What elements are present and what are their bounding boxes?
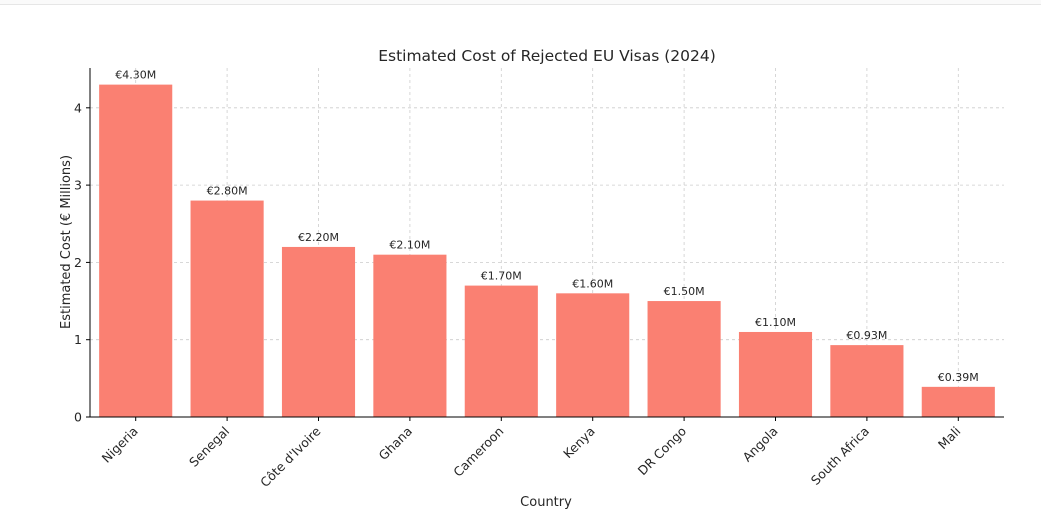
data-label: €1.70M (481, 270, 522, 283)
bar (99, 84, 173, 417)
bar (190, 200, 264, 417)
x-tick-label: Cameroon (450, 424, 506, 480)
bars (99, 84, 995, 417)
x-tick-label: South Africa (808, 424, 872, 488)
bar (373, 254, 447, 417)
y-tick-label: 1 (74, 332, 82, 347)
y-axis-label: Estimated Cost (€ Millions) (59, 155, 74, 329)
x-tick-label: Senegal (186, 424, 232, 470)
x-tick-label: Angola (739, 424, 780, 465)
data-label: €2.80M (207, 185, 248, 198)
bar (647, 301, 721, 417)
data-label: €2.10M (389, 239, 430, 252)
chart-title: Estimated Cost of Rejected EU Visas (202… (378, 47, 716, 65)
bar (830, 345, 904, 417)
data-label: €2.20M (298, 231, 339, 244)
data-label: €1.10M (755, 316, 796, 329)
x-tick-label: Nigeria (99, 424, 141, 466)
bar (464, 285, 538, 417)
top-rule (0, 0, 1041, 5)
bar (738, 331, 813, 417)
x-axis-label: Country (520, 495, 572, 510)
data-label: €4.30M (115, 69, 156, 82)
axes (86, 68, 1004, 421)
y-tick-label: 2 (74, 255, 82, 270)
data-label: €0.93M (846, 329, 887, 342)
bar (921, 386, 995, 417)
y-tick-label: 4 (74, 100, 82, 115)
y-tick-label: 0 (74, 410, 82, 425)
x-tick-label: Ghana (376, 424, 415, 463)
x-tick-label: Kenya (560, 424, 598, 462)
data-label: €1.50M (664, 285, 705, 298)
bar (281, 246, 356, 417)
x-tick-label: Côte d'Ivoire (257, 423, 324, 490)
data-label: €1.60M (572, 277, 613, 290)
bar (556, 293, 630, 417)
data-label: €0.39M (938, 371, 979, 384)
x-tick-label: DR Congo (635, 424, 690, 479)
x-tick-label: Mali (935, 424, 964, 453)
y-tick-label: 3 (74, 178, 82, 193)
